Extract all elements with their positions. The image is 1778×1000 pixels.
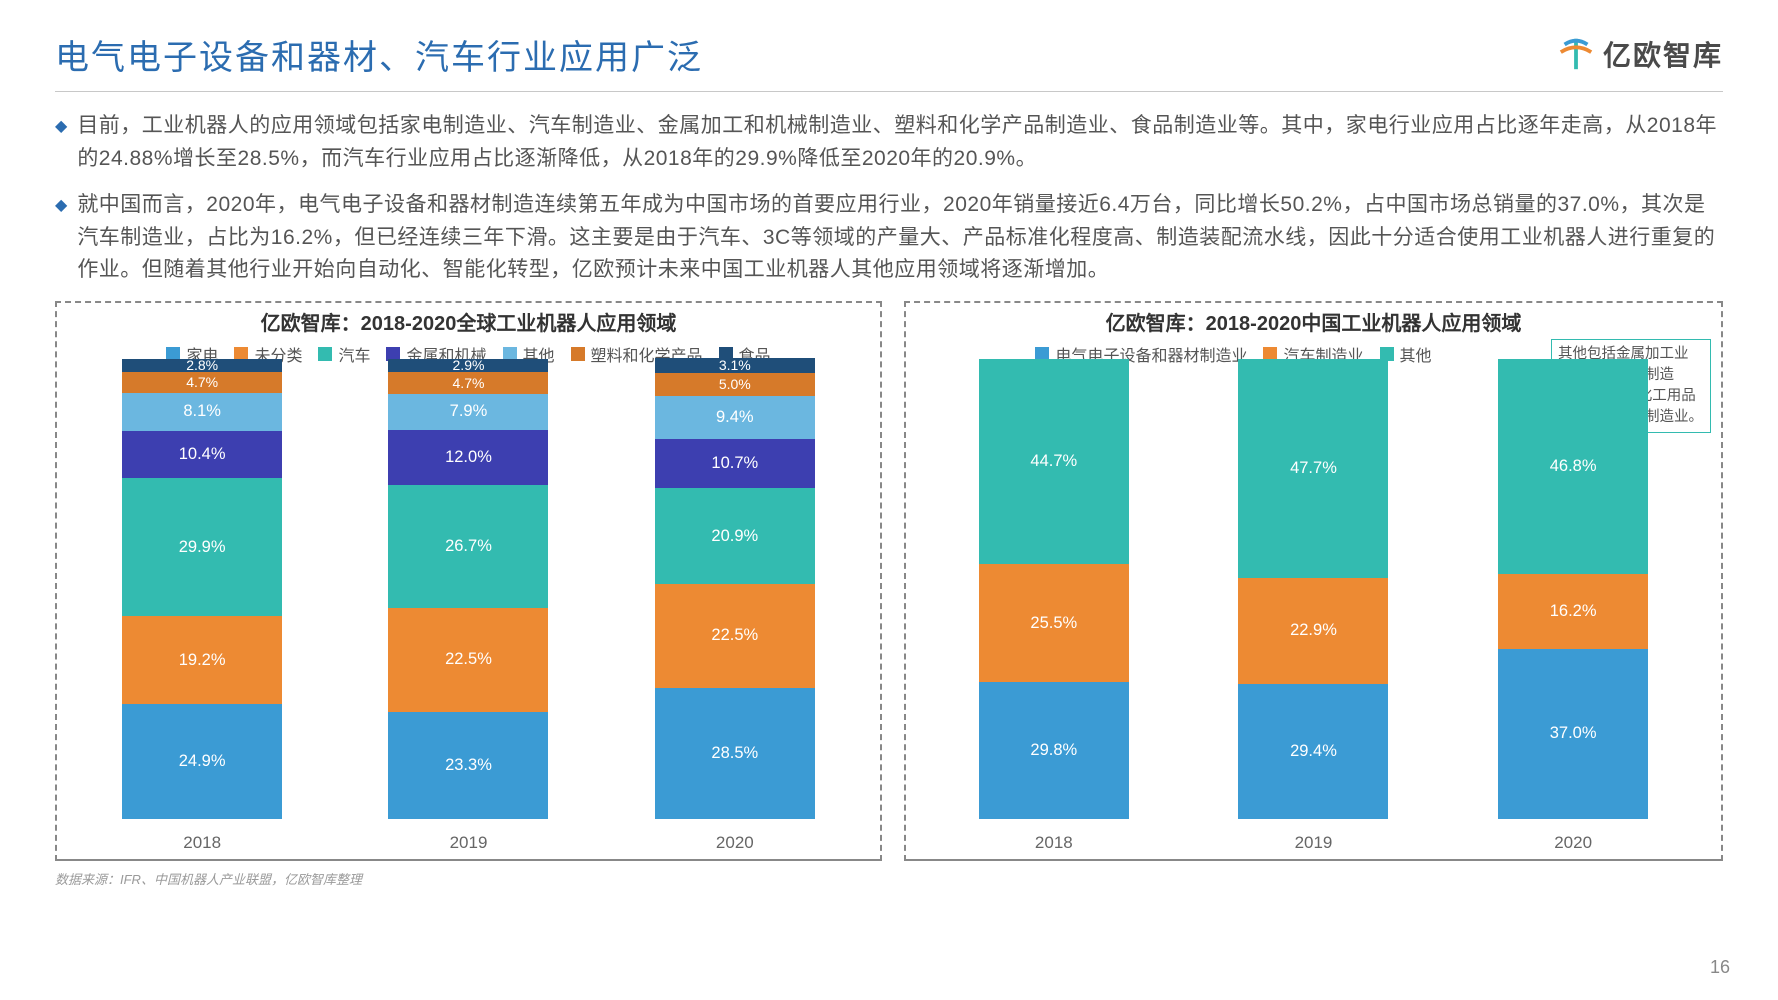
bullet-text: 目前，工业机器人的应用领域包括家电制造业、汽车制造业、金属加工和机械制造业、塑料… — [77, 110, 1723, 175]
bar-segment: 24.9% — [122, 704, 282, 819]
page-number: 16 — [1710, 957, 1730, 978]
data-source: 数据来源：IFR、中国机器人产业联盟，亿欧智库整理 — [55, 869, 1723, 888]
bar-segment: 10.4% — [122, 431, 282, 479]
chart-xlabels: 2018 2019 2020 — [69, 833, 868, 853]
x-axis-label: 2018 — [1035, 833, 1073, 853]
bar-segment: 22.5% — [655, 584, 815, 688]
x-axis-label: 2019 — [1295, 833, 1333, 853]
chart-xlabels: 2018 2019 2020 — [924, 833, 1703, 853]
chart-china: 亿欧智库：2018-2020中国工业机器人应用领域 电气电子设备和器材制造业汽车… — [904, 301, 1723, 861]
bar-segment: 12.0% — [388, 430, 548, 485]
bar-segment: 19.2% — [122, 616, 282, 704]
chart-bars: 24.9%19.2%29.9%10.4%8.1%4.7%2.8%23.3%22.… — [69, 358, 868, 818]
logo-text: 亿欧智库 — [1603, 34, 1723, 74]
bar-segment: 28.5% — [655, 688, 815, 819]
bar-segment: 25.5% — [979, 564, 1129, 681]
slide-header: 电气电子设备和器材、汽车行业应用广泛 亿欧智库 — [55, 30, 1723, 79]
stacked-bar: 37.0%16.2%46.8% — [1498, 359, 1648, 819]
bar-segment: 29.8% — [979, 682, 1129, 819]
bullet-item: ◆ 就中国而言，2020年，电气电子设备和器材制造连续第五年成为中国市场的首要应… — [55, 189, 1723, 287]
page-title: 电气电子设备和器材、汽车行业应用广泛 — [55, 30, 703, 79]
bar-segment: 4.7% — [388, 372, 548, 394]
bar-segment: 44.7% — [979, 359, 1129, 565]
stacked-bar: 29.4%22.9%47.7% — [1238, 359, 1388, 819]
bar-segment: 9.4% — [655, 396, 815, 439]
stacked-bar: 23.3%22.5%26.7%12.0%7.9%4.7%2.9% — [388, 359, 548, 819]
bar-segment: 7.9% — [388, 394, 548, 430]
stacked-bar: 24.9%19.2%29.9%10.4%8.1%4.7%2.8% — [122, 359, 282, 819]
bullets-block: ◆ 目前，工业机器人的应用领域包括家电制造业、汽车制造业、金属加工和机械制造业、… — [55, 110, 1723, 287]
chart-global: 亿欧智库：2018-2020全球工业机器人应用领域 家电未分类汽车金属和机械其他… — [55, 301, 882, 861]
title-divider — [55, 91, 1723, 92]
bar-segment: 2.9% — [388, 359, 548, 372]
bar-segment: 29.9% — [122, 478, 282, 616]
bar-column: 28.5%22.5%20.9%10.7%9.4%5.0%3.1% — [655, 358, 815, 818]
bar-segment: 26.7% — [388, 485, 548, 608]
bar-column: 24.9%19.2%29.9%10.4%8.1%4.7%2.8% — [122, 359, 282, 819]
diamond-icon: ◆ — [55, 116, 67, 136]
bar-segment: 8.1% — [122, 393, 282, 430]
bar-column: 37.0%16.2%46.8% — [1498, 359, 1648, 819]
logo: 亿欧智库 — [1557, 34, 1723, 74]
stacked-bar: 29.8%25.5%44.7% — [979, 359, 1129, 819]
diamond-icon: ◆ — [55, 195, 67, 215]
bar-segment: 22.5% — [388, 608, 548, 712]
bar-column: 29.8%25.5%44.7% — [979, 359, 1129, 819]
chart-title: 亿欧智库：2018-2020全球工业机器人应用领域 — [65, 307, 872, 336]
chart-bars: 29.8%25.5%44.7% 29.4%22.9%47.7% 37.0%16.2%… — [924, 359, 1703, 819]
x-axis-label: 2019 — [450, 833, 488, 853]
bar-segment: 46.8% — [1498, 359, 1648, 574]
x-axis-label: 2020 — [716, 833, 754, 853]
chart-title: 亿欧智库：2018-2020中国工业机器人应用领域 — [914, 307, 1713, 336]
bar-segment: 10.7% — [655, 439, 815, 488]
logo-icon — [1557, 35, 1595, 73]
bar-segment: 22.9% — [1238, 578, 1388, 683]
x-axis-label: 2018 — [183, 833, 221, 853]
bar-column: 29.4%22.9%47.7% — [1238, 359, 1388, 819]
bar-segment: 23.3% — [388, 712, 548, 819]
charts-row: 亿欧智库：2018-2020全球工业机器人应用领域 家电未分类汽车金属和机械其他… — [55, 301, 1723, 861]
x-axis-label: 2020 — [1554, 833, 1592, 853]
bar-column: 23.3%22.5%26.7%12.0%7.9%4.7%2.9% — [388, 359, 548, 819]
bar-segment: 20.9% — [655, 488, 815, 584]
bar-segment: 29.4% — [1238, 684, 1388, 819]
bullet-item: ◆ 目前，工业机器人的应用领域包括家电制造业、汽车制造业、金属加工和机械制造业、… — [55, 110, 1723, 175]
bar-segment: 16.2% — [1498, 574, 1648, 649]
stacked-bar: 28.5%22.5%20.9%10.7%9.4%5.0%3.1% — [655, 358, 815, 818]
bullet-text: 就中国而言，2020年，电气电子设备和器材制造连续第五年成为中国市场的首要应用行… — [77, 189, 1723, 287]
bar-segment: 4.7% — [122, 372, 282, 394]
bar-segment: 37.0% — [1498, 649, 1648, 819]
bar-segment: 5.0% — [655, 373, 815, 396]
bar-segment: 3.1% — [655, 358, 815, 372]
bar-segment: 2.8% — [122, 359, 282, 372]
bar-segment: 47.7% — [1238, 359, 1388, 578]
